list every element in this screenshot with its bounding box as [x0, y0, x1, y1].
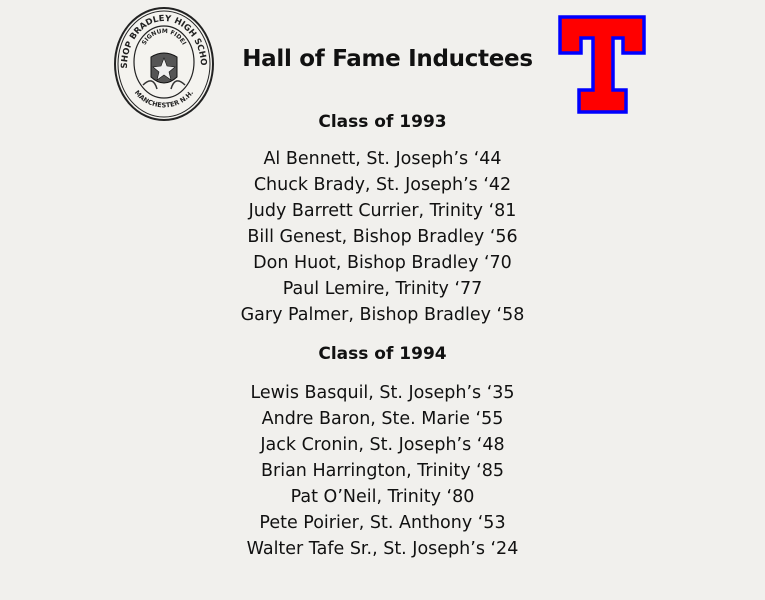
inductee: Pat O’Neil, Trinity ‘80: [290, 487, 475, 507]
inductee: Bill Genest, Bishop Bradley ‘56: [247, 227, 518, 247]
inductee: Gary Palmer, Bishop Bradley ‘58: [240, 305, 525, 325]
inductee: Don Huot, Bishop Bradley ‘70: [253, 253, 512, 273]
class-1994-heading: Class of 1994: [318, 344, 447, 364]
inductee: Chuck Brady, St. Joseph’s ‘42: [253, 175, 512, 195]
page-title: Hall of Fame Inductees: [242, 46, 533, 72]
bishop-bradley-seal-logo: BISHOP BRADLEY HIGH SCHOOL SIGNUM FIDEI …: [113, 5, 214, 121]
inductee: Jack Cronin, St. Joseph’s ‘48: [260, 435, 505, 455]
class-1993-heading: Class of 1993: [318, 112, 447, 132]
trinity-t-logo: [558, 15, 646, 114]
inductee: Pete Poirier, St. Anthony ‘53: [259, 513, 506, 533]
inductee: Al Bennett, St. Joseph’s ‘44: [263, 149, 502, 169]
class-1993-list: Al Bennett, St. Joseph’s ‘44 Chuck Brady…: [0, 146, 765, 328]
inductee: Andre Baron, Ste. Marie ‘55: [261, 409, 504, 429]
inductee: Brian Harrington, Trinity ‘85: [261, 461, 504, 481]
inductee: Walter Tafe Sr., St. Joseph’s ‘24: [246, 539, 519, 559]
inductee: Judy Barrett Currier, Trinity ‘81: [248, 201, 517, 221]
class-1994-list: Lewis Basquil, St. Joseph’s ‘35 Andre Ba…: [0, 380, 765, 562]
inductee: Lewis Basquil, St. Joseph’s ‘35: [250, 383, 515, 403]
inductee: Paul Lemire, Trinity ‘77: [282, 279, 483, 299]
